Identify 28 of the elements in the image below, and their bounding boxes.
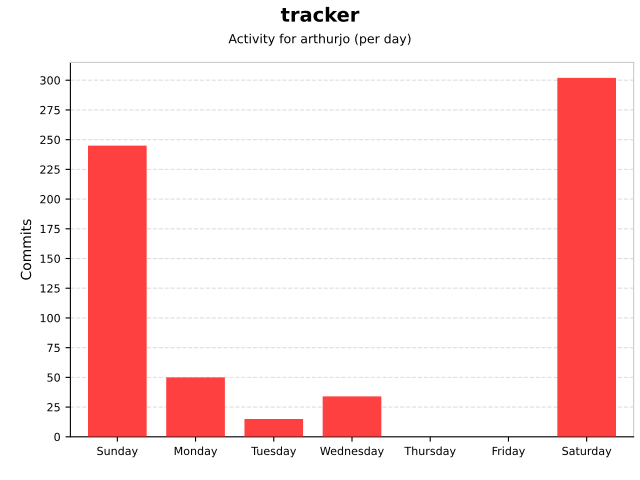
bar [557,78,616,437]
bar [322,396,382,437]
y-tick-label: 150 [40,254,60,263]
y-axis-title: Commits [20,219,32,280]
y-tick-label: 25 [47,403,60,412]
y-tick-label: 50 [47,373,60,382]
y-tick-label: 0 [54,432,60,442]
y-tick-label: 300 [40,76,60,85]
x-tick-label: Thursday [404,446,456,458]
y-tick-label: 200 [40,195,60,204]
y-tick-label: 225 [40,165,60,174]
x-tick-label: Friday [492,446,525,458]
y-tick-label: 100 [40,314,60,322]
y-tick-label: 75 [47,344,60,352]
x-tick-label: Monday [174,446,218,458]
x-tick-label: Sunday [97,446,138,458]
bar [166,377,225,437]
y-tick-label: 250 [40,136,60,144]
chart-title: tracker [280,6,360,22]
y-tick-label: 175 [40,224,60,234]
x-tick-label: Saturday [562,446,612,458]
x-tick-label: Wednesday [320,446,384,458]
bar [244,418,304,437]
y-tick-label: 125 [40,284,60,293]
x-tick-label: Tuesday [251,446,296,458]
bar [88,146,147,437]
y-tick-label: 275 [40,106,60,114]
chart-subtitle: Activity for arthurjo (per day) [228,34,410,46]
